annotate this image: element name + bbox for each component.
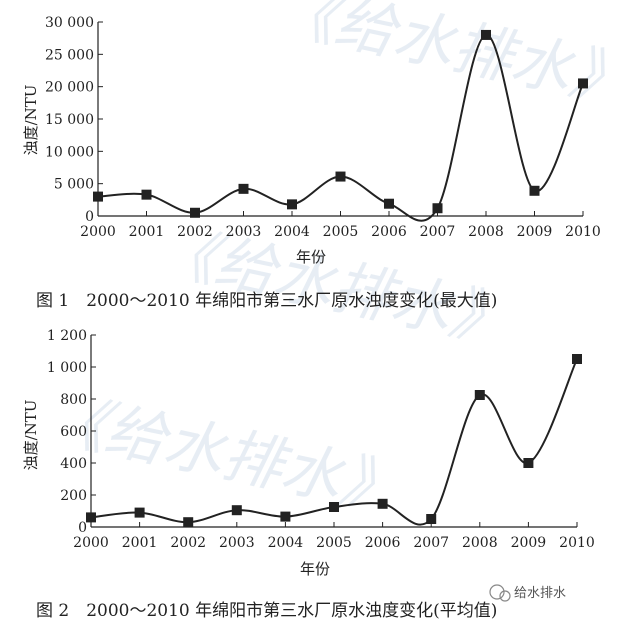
chart-max-turbidity: 0 5 000 10 000 15 000 20 000 25 000 30 000 200… (22, 15, 601, 311)
x-tick-label: 2000 (80, 224, 116, 240)
chart-2-y-ticks: 0 200 400 600 800 1 000 1 200 (47, 328, 96, 536)
x-tick-label: 2000 (73, 535, 109, 551)
chart-1-x-axis-title: 年份 (296, 248, 326, 266)
chat-bubble-icon-2 (499, 590, 511, 602)
y-tick-label: 1 000 (47, 360, 87, 376)
y-tick-label: 5 000 (54, 177, 94, 193)
chart-2-markers (86, 354, 582, 528)
data-point-marker (578, 78, 588, 89)
x-tick-label: 2001 (129, 224, 165, 240)
chart-1-markers (93, 29, 588, 218)
chart-2-y-axis-title: 浊度/NTU (22, 400, 40, 471)
y-tick-label: 0 (78, 520, 87, 536)
y-tick-label: 600 (60, 424, 87, 440)
x-tick-label: 2007 (420, 224, 456, 240)
y-tick-label: 20 000 (45, 80, 94, 96)
x-tick-label: 2001 (122, 535, 158, 551)
x-tick-label: 2002 (177, 224, 213, 240)
x-tick-label: 2010 (565, 224, 601, 240)
x-tick-label: 2003 (226, 224, 262, 240)
y-tick-label: 25 000 (45, 47, 94, 63)
y-tick-label: 10 000 (45, 144, 94, 160)
chart-1-y-ticks: 0 5 000 10 000 15 000 20 000 25 000 30 000 (45, 15, 103, 225)
y-tick-label: 0 (85, 209, 94, 225)
data-point-marker (572, 354, 582, 364)
chat-bubble-icon (489, 584, 505, 600)
data-point-marker (93, 191, 103, 202)
data-point-marker (384, 198, 394, 209)
x-tick-label: 2008 (468, 224, 504, 240)
data-point-marker (190, 207, 200, 218)
data-point-marker (481, 29, 491, 40)
chart-avg-turbidity: 0 200 400 600 800 1 000 1 200 2000 2001 2002 2003… (22, 328, 595, 621)
x-tick-label: 2006 (365, 535, 401, 551)
x-tick-label: 2004 (268, 535, 304, 551)
x-tick-label: 2002 (170, 535, 206, 551)
data-point-marker (287, 199, 297, 210)
y-tick-label: 1 200 (47, 328, 87, 344)
x-tick-label: 2010 (559, 535, 595, 551)
data-point-marker (134, 507, 145, 518)
x-tick-label: 2005 (323, 224, 359, 240)
data-point-marker (426, 514, 437, 524)
data-point-marker (529, 185, 540, 196)
data-point-marker (474, 390, 485, 400)
chart-2-x-ticks: 2000 2001 2002 2003 2004 2005 2006 2007 2008 2009… (73, 522, 595, 551)
x-tick-label: 2006 (371, 224, 407, 240)
y-tick-label: 800 (60, 392, 87, 408)
source-badge-label: 给水排水 (514, 586, 566, 601)
data-point-marker (335, 171, 346, 182)
data-point-marker (183, 517, 194, 528)
x-tick-label: 2004 (274, 224, 310, 240)
data-point-marker (377, 498, 388, 509)
x-tick-label: 2007 (413, 535, 449, 551)
chart-1-y-axis-title: 浊度/NTU (22, 85, 40, 156)
data-point-marker (329, 502, 339, 512)
data-point-marker (432, 203, 443, 214)
chart-2-x-axis-title: 年份 (300, 560, 330, 578)
y-tick-label: 15 000 (45, 112, 94, 128)
chart-1-x-ticks: 2000 2001 2002 2003 2004 2005 2006 2007 2008 2009… (80, 211, 601, 240)
data-point-marker (231, 505, 242, 516)
y-tick-label: 30 000 (45, 15, 94, 31)
y-tick-label: 400 (60, 456, 87, 472)
watermark-text-1: 《给水排水》 (270, 0, 617, 118)
data-point-marker (238, 183, 249, 194)
y-tick-label: 200 (60, 488, 87, 504)
watermark-layer: 《给水排水》 《给水排水》 《给水排水》 (40, 0, 617, 526)
x-tick-label: 2003 (219, 535, 255, 551)
chart-1-caption: 图 1 2000～2010 年绵阳市第三水厂原水浊度变化(最大值) (36, 291, 497, 311)
data-point-marker (280, 511, 291, 522)
data-point-marker (86, 512, 96, 523)
data-point-marker (141, 189, 152, 200)
x-tick-label: 2008 (462, 535, 498, 551)
x-tick-label: 2005 (316, 535, 352, 551)
data-point-marker (523, 458, 534, 468)
x-tick-label: 2009 (511, 535, 547, 551)
chart-2-caption: 图 2 2000～2010 年绵阳市第三水厂原水浊度变化(平均值) (36, 601, 497, 621)
source-badge: 给水排水 (489, 584, 566, 602)
x-tick-label: 2009 (517, 224, 553, 240)
